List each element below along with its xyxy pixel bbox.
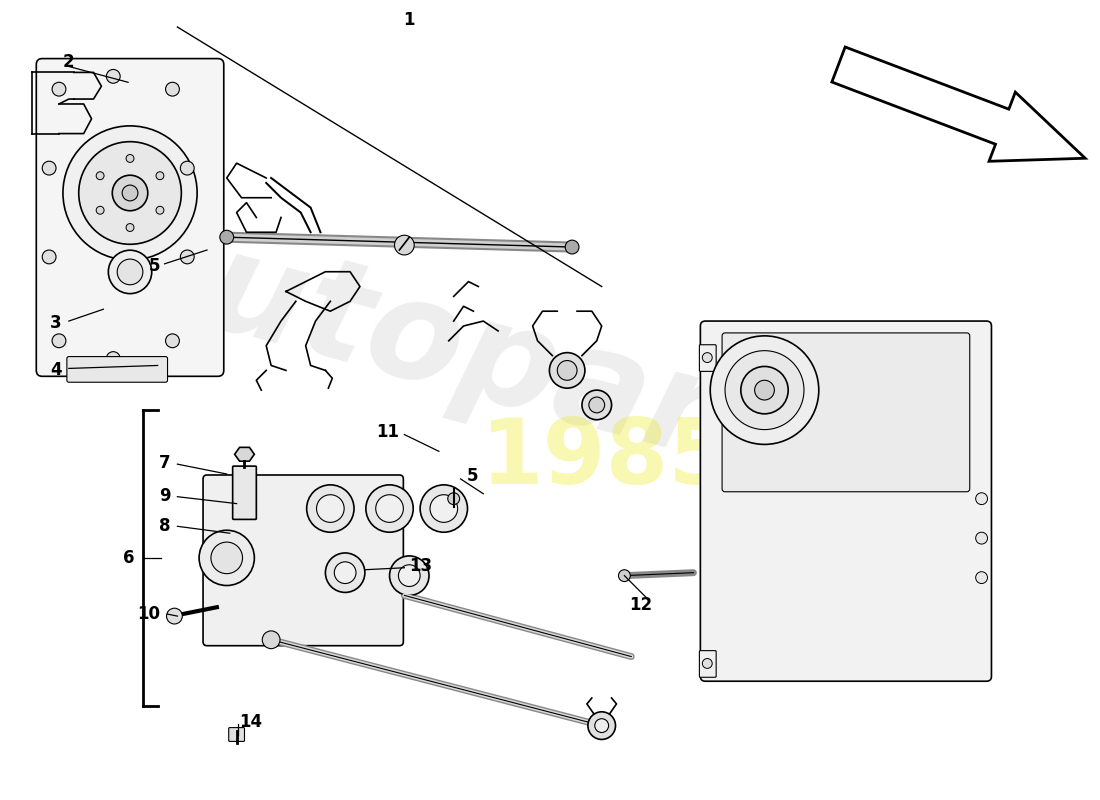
Text: 2: 2 xyxy=(63,53,75,70)
FancyBboxPatch shape xyxy=(204,475,404,646)
FancyBboxPatch shape xyxy=(722,333,970,492)
Circle shape xyxy=(156,172,164,180)
Circle shape xyxy=(108,250,152,294)
Circle shape xyxy=(420,485,468,532)
FancyBboxPatch shape xyxy=(700,650,716,678)
FancyBboxPatch shape xyxy=(700,345,716,371)
Circle shape xyxy=(180,250,195,264)
Circle shape xyxy=(122,185,138,201)
Circle shape xyxy=(740,366,789,414)
Text: 13: 13 xyxy=(409,557,432,574)
Text: 1985: 1985 xyxy=(481,415,733,503)
Circle shape xyxy=(317,494,344,522)
Text: 11: 11 xyxy=(376,422,399,441)
Circle shape xyxy=(107,352,120,366)
Text: 4: 4 xyxy=(51,362,62,379)
Text: 12: 12 xyxy=(629,596,652,614)
Circle shape xyxy=(565,240,579,254)
Circle shape xyxy=(398,565,420,586)
Circle shape xyxy=(126,154,134,162)
Circle shape xyxy=(587,712,616,739)
FancyBboxPatch shape xyxy=(229,727,244,742)
Circle shape xyxy=(582,390,612,420)
Text: 6: 6 xyxy=(123,549,135,567)
Circle shape xyxy=(112,175,147,210)
FancyBboxPatch shape xyxy=(36,58,223,376)
Circle shape xyxy=(702,353,712,362)
Circle shape xyxy=(430,494,458,522)
Circle shape xyxy=(42,250,56,264)
Circle shape xyxy=(126,223,134,231)
Polygon shape xyxy=(234,447,254,461)
Circle shape xyxy=(976,572,988,583)
Circle shape xyxy=(52,82,66,96)
Text: 9: 9 xyxy=(158,486,170,505)
Text: 8: 8 xyxy=(160,518,170,535)
Circle shape xyxy=(211,542,242,574)
Circle shape xyxy=(334,562,356,583)
Circle shape xyxy=(166,82,179,96)
Text: 10: 10 xyxy=(138,605,161,623)
Circle shape xyxy=(395,235,415,255)
Text: 14: 14 xyxy=(240,713,263,730)
Circle shape xyxy=(156,206,164,214)
Circle shape xyxy=(180,162,195,175)
Circle shape xyxy=(96,172,104,180)
Text: 5: 5 xyxy=(466,467,478,485)
Text: 3: 3 xyxy=(51,314,62,332)
Circle shape xyxy=(166,334,179,348)
Circle shape xyxy=(558,361,578,380)
Circle shape xyxy=(307,485,354,532)
Circle shape xyxy=(549,353,585,388)
Circle shape xyxy=(366,485,414,532)
Circle shape xyxy=(976,493,988,505)
Text: autoparts: autoparts xyxy=(101,196,876,525)
Circle shape xyxy=(262,631,280,649)
Circle shape xyxy=(166,608,183,624)
Circle shape xyxy=(199,530,254,586)
Circle shape xyxy=(711,336,818,445)
FancyBboxPatch shape xyxy=(701,321,991,682)
Circle shape xyxy=(52,334,66,348)
Circle shape xyxy=(42,162,56,175)
Circle shape xyxy=(725,350,804,430)
Circle shape xyxy=(389,556,429,595)
FancyBboxPatch shape xyxy=(233,466,256,519)
FancyBboxPatch shape xyxy=(67,357,167,382)
Circle shape xyxy=(595,718,608,733)
Circle shape xyxy=(448,493,460,505)
Circle shape xyxy=(220,230,233,244)
Circle shape xyxy=(326,553,365,593)
Circle shape xyxy=(976,532,988,544)
Circle shape xyxy=(618,570,630,582)
Text: 7: 7 xyxy=(158,454,170,472)
Circle shape xyxy=(755,380,774,400)
Circle shape xyxy=(118,259,143,285)
Text: 5: 5 xyxy=(150,257,161,275)
Circle shape xyxy=(79,142,182,244)
Circle shape xyxy=(96,206,104,214)
Text: 1: 1 xyxy=(404,11,415,29)
Circle shape xyxy=(107,70,120,83)
Polygon shape xyxy=(832,47,1086,162)
Circle shape xyxy=(588,397,605,413)
Circle shape xyxy=(702,658,712,668)
Circle shape xyxy=(63,126,197,260)
Circle shape xyxy=(376,494,404,522)
